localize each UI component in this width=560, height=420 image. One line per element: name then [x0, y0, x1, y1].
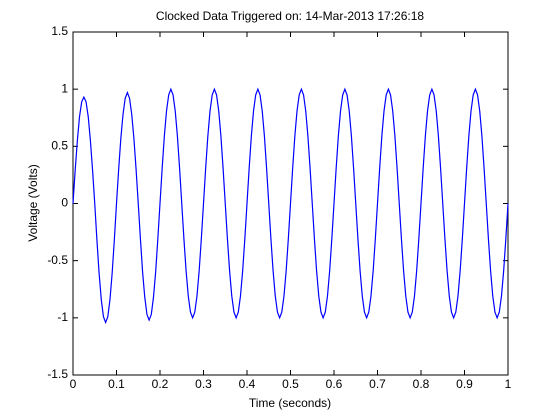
- x-tick-label: 0.3: [195, 377, 212, 391]
- y-tick-label: -1.5: [47, 367, 68, 381]
- chart-title: Clocked Data Triggered on: 14-Mar-2013 1…: [156, 9, 424, 23]
- x-tick-label: 0.5: [282, 377, 299, 391]
- x-tick-label: 0.9: [456, 377, 473, 391]
- y-tick-label: -0.5: [47, 253, 68, 267]
- x-tick-label: 0: [70, 377, 77, 391]
- x-tick-label: 0.4: [239, 377, 256, 391]
- y-axis-label: Voltage (Volts): [26, 164, 40, 241]
- x-tick-label: 1: [505, 377, 512, 391]
- y-tick-label: 0: [61, 196, 68, 210]
- x-tick-label: 0.7: [369, 377, 386, 391]
- x-tick-label: 0.6: [326, 377, 343, 391]
- x-tick-label: 0.2: [152, 377, 169, 391]
- y-tick-label: 0.5: [51, 139, 68, 153]
- x-tick-label: 0.1: [108, 377, 125, 391]
- x-tick-label: 0.8: [413, 377, 430, 391]
- y-tick-label: -1: [57, 310, 68, 324]
- x-axis-label: Time (seconds): [249, 396, 331, 410]
- y-tick-label: 1: [61, 81, 68, 95]
- data-line: [72, 87, 509, 325]
- y-tick-label: 1.5: [51, 24, 68, 38]
